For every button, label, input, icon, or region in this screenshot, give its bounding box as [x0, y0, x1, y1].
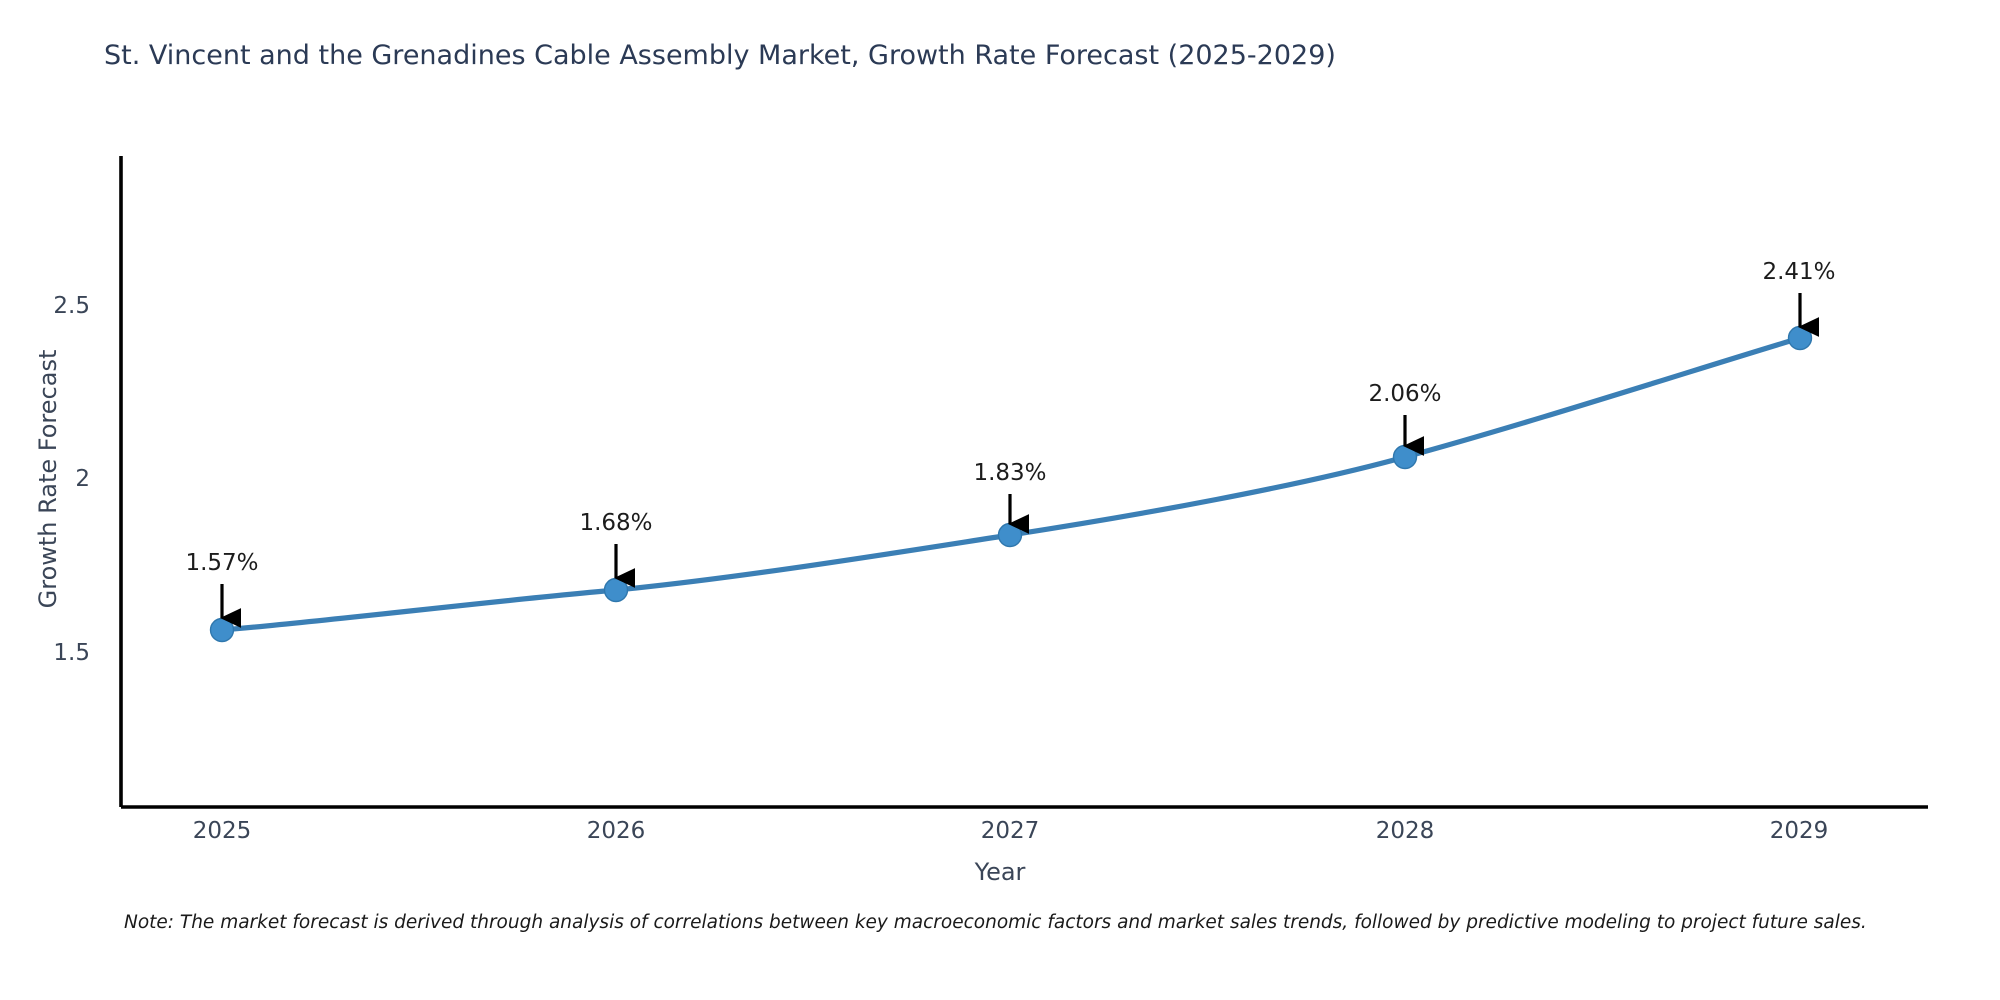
data-point-2027[interactable]: [997, 522, 1023, 548]
data-label-2028: 2.06%: [1368, 381, 1442, 407]
data-point-2029[interactable]: [1787, 325, 1813, 351]
x-axis-title: Year: [974, 858, 1026, 886]
chart-title: St. Vincent and the Grenadines Cable Ass…: [104, 40, 1336, 71]
data-label-2027: 1.83%: [973, 460, 1047, 486]
data-label-2025: 1.57%: [185, 550, 259, 576]
series-line: [219, 335, 1803, 633]
x-tick-label-2026: 2026: [586, 818, 646, 844]
y-tick-label-2: 2: [75, 466, 90, 492]
data-label-2026: 1.68%: [579, 510, 653, 536]
x-tick-label-2029: 2029: [1769, 818, 1829, 844]
data-label-2029: 2.41%: [1762, 259, 1836, 285]
data-point-2026[interactable]: [603, 577, 629, 603]
y-tick-label-2-5: 2.5: [53, 293, 90, 319]
x-tick-label-2025: 2025: [192, 818, 252, 844]
footnote-note: Note: The market forecast is derived thr…: [124, 912, 1867, 933]
x-tick-label-2028: 2028: [1375, 818, 1435, 844]
y-tick-label-1-5: 1.5: [53, 640, 90, 666]
data-point-2025[interactable]: [209, 617, 235, 643]
x-tick-label-2027: 2027: [980, 818, 1040, 844]
data-point-2028[interactable]: [1392, 444, 1418, 470]
